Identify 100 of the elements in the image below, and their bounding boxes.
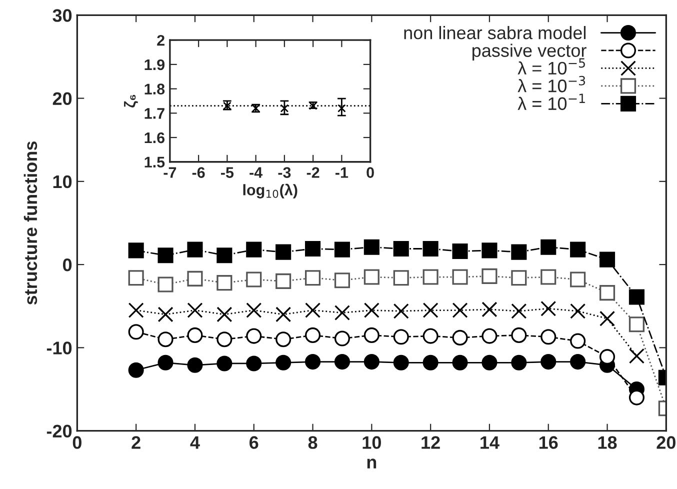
x-tick-label: -2 — [306, 167, 320, 178]
point — [246, 328, 262, 344]
y-tick-label: 30 — [52, 9, 72, 22]
x-axis-title: n — [367, 458, 376, 468]
x-tick-label: -3 — [278, 167, 291, 178]
point — [334, 330, 350, 346]
x-tick-label: 12 — [422, 436, 440, 449]
point — [628, 348, 644, 364]
x-tick-label: 8 — [308, 436, 318, 449]
point — [422, 354, 438, 370]
point — [246, 272, 262, 288]
point — [276, 244, 292, 260]
point — [158, 248, 174, 264]
point — [482, 354, 498, 370]
point — [452, 354, 468, 370]
point — [393, 270, 409, 286]
x-tick-label: 16 — [539, 436, 558, 449]
point — [422, 240, 438, 257]
point — [422, 302, 438, 318]
point — [511, 244, 527, 260]
point — [540, 239, 556, 255]
x-tick-label: 2 — [132, 436, 140, 449]
point — [128, 242, 144, 258]
point — [452, 330, 468, 346]
point — [246, 242, 262, 258]
point — [334, 304, 350, 321]
point — [276, 354, 292, 370]
y-tick-label: -10 — [46, 342, 72, 354]
point — [452, 302, 468, 318]
x-tick-label: 10 — [362, 436, 381, 449]
point — [422, 269, 438, 285]
x-tick-label: 0 — [72, 436, 82, 449]
point — [393, 354, 409, 370]
point — [216, 356, 232, 372]
point — [216, 332, 232, 348]
point — [304, 354, 321, 370]
point — [599, 349, 616, 365]
x-tick-label: -5 — [220, 167, 234, 178]
point — [187, 270, 203, 286]
point — [246, 356, 262, 372]
point — [334, 272, 350, 288]
point — [364, 239, 380, 255]
point — [216, 306, 232, 322]
y-tick-label: 1.8 — [144, 84, 165, 94]
y-tick-label: 2 — [157, 34, 164, 46]
point — [511, 354, 527, 370]
point — [482, 242, 498, 258]
point — [393, 303, 409, 319]
x-tick-label: -4 — [250, 167, 263, 178]
point — [628, 289, 644, 305]
y-tick-label: 1.7 — [144, 108, 164, 119]
point — [540, 354, 556, 370]
point — [628, 316, 644, 332]
point — [511, 270, 527, 286]
point — [599, 285, 616, 301]
point — [304, 240, 321, 257]
y-tick-label: 1.6 — [144, 132, 165, 144]
point — [216, 275, 232, 291]
point — [393, 240, 409, 257]
point — [452, 243, 468, 260]
x-tick-label: 0 — [366, 167, 374, 178]
point — [540, 300, 556, 316]
point — [276, 306, 292, 322]
point — [246, 302, 262, 318]
point — [393, 329, 409, 345]
point — [304, 302, 321, 318]
point — [364, 327, 380, 343]
point — [128, 362, 144, 378]
point — [570, 272, 586, 288]
point — [158, 306, 174, 322]
point — [304, 327, 321, 343]
point — [540, 329, 556, 345]
point — [128, 324, 144, 340]
x-tick-label: -6 — [192, 167, 205, 178]
point — [482, 268, 498, 284]
legend-label: λ = 10$^{−1}$ — [518, 94, 585, 110]
y-tick-label: 20 — [52, 92, 72, 106]
point — [187, 242, 203, 258]
point — [599, 310, 616, 326]
point — [128, 270, 144, 286]
y-tick-label: 1.5 — [144, 156, 165, 168]
point — [158, 354, 174, 370]
legend-label: λ = 10$^{−3}$ — [518, 76, 586, 92]
x-tick-label: 14 — [480, 436, 500, 449]
point — [304, 270, 321, 286]
point — [452, 269, 468, 285]
point — [570, 354, 586, 370]
x-tick-label: 20 — [656, 436, 676, 449]
point — [364, 354, 380, 370]
x-tick-label: 6 — [250, 436, 258, 449]
x-tick-label: -1 — [335, 167, 348, 178]
y-axis-title: ζ₆ — [124, 94, 138, 108]
x-axis-title: log$_{10}$(λ) — [243, 184, 298, 198]
point — [158, 332, 174, 348]
point — [187, 327, 203, 343]
legend-label: non linear sabra model — [404, 26, 586, 40]
x-tick-label: 18 — [598, 436, 617, 449]
point — [276, 332, 292, 348]
point — [570, 303, 586, 319]
y-axis-title: structure functions — [24, 141, 38, 305]
